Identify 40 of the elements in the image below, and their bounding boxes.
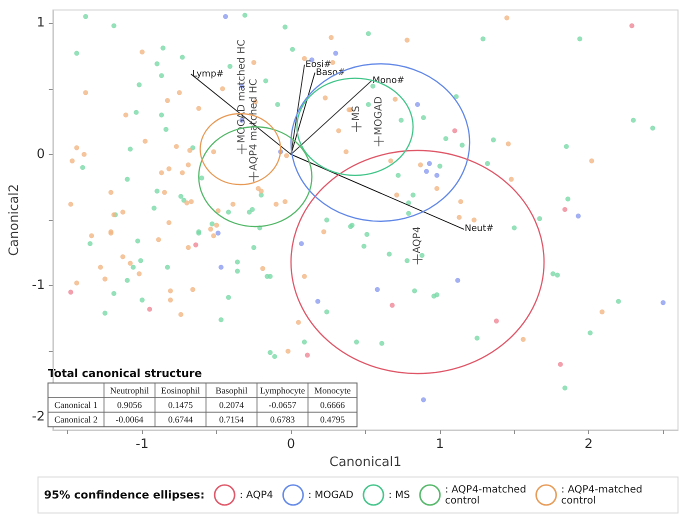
annotation: Lymphocyte — [260, 385, 305, 396]
annotation: Total canonical structure — [48, 367, 202, 380]
data-label: MOGAD — [373, 96, 384, 136]
series-label: Lymp# — [192, 69, 224, 80]
series-label: Neut# — [464, 224, 494, 234]
annotation: 0.9056 — [117, 400, 142, 410]
text: : AQP4-matched control — [561, 484, 642, 506]
annotation: 0.1475 — [168, 400, 194, 410]
data-label: MS — [351, 106, 362, 121]
annotation: Basophil — [215, 385, 248, 396]
x-tick-label: 0 — [286, 437, 296, 452]
series-label: Mono# — [372, 76, 404, 86]
annotation: Monocyte — [314, 385, 351, 396]
annotation: Canonical 1 — [54, 400, 98, 410]
annotation: Neutrophil — [110, 385, 150, 396]
annotation: -0.0064 — [116, 414, 144, 424]
x-tick-label: -1 — [136, 437, 149, 452]
y-tick-label: 0 — [36, 146, 45, 162]
y-tick-label: 1 — [36, 16, 45, 31]
annotation: 0.7154 — [219, 414, 244, 424]
text: : MS — [388, 490, 410, 500]
annotation: Canonical 2 — [54, 414, 98, 424]
x-tick-label: 2 — [584, 437, 593, 452]
y-axis-title: Canonical2 — [7, 184, 22, 256]
annotation: 0.6744 — [168, 414, 194, 424]
text: : AQP4-matched control — [444, 484, 526, 506]
x-axis-title: Canonical1 — [329, 454, 402, 470]
text: : MOGAD — [308, 490, 354, 500]
annotation: 0.4795 — [320, 414, 346, 424]
annotation: 0.2074 — [219, 400, 244, 410]
data-label: AQP4 — [412, 226, 424, 254]
annotation: Eosinophil — [160, 385, 200, 396]
legend-title: 95% confindence ellipses: — [44, 488, 205, 502]
x-tick-label: 1 — [436, 437, 444, 452]
annotation: 0.6783 — [270, 414, 296, 424]
y-tick-label: -1 — [32, 278, 45, 294]
y-tick-label: -2 — [32, 409, 45, 424]
annotation: -0.0657 — [268, 400, 297, 410]
annotation: 0.6666 — [320, 400, 346, 410]
text: : AQP4 — [240, 490, 274, 500]
